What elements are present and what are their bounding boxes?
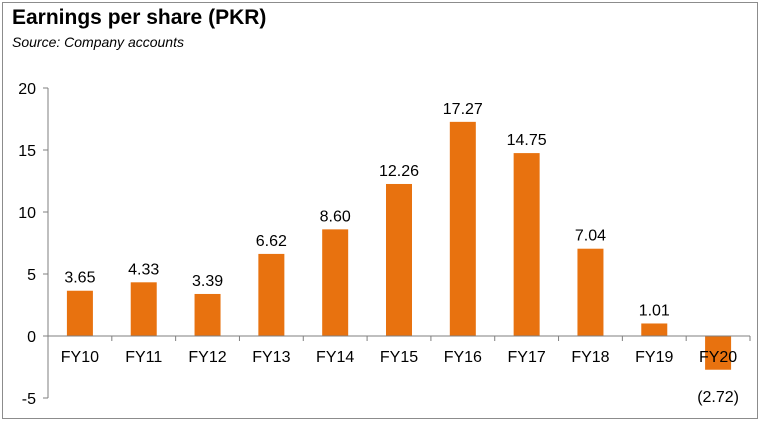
chart-title: Earnings per share (PKR) bbox=[12, 6, 267, 29]
bar-fy20 bbox=[705, 336, 732, 370]
bar-fy16 bbox=[449, 121, 476, 337]
x-tick-label: FY16 bbox=[444, 349, 482, 366]
data-label: 3.65 bbox=[64, 270, 95, 287]
y-tick-label: 0 bbox=[27, 329, 36, 346]
data-labels-group: 3.65 4.33 3.39 6.62 8.60 12.26 17.27 14.75 7.04 1… bbox=[64, 101, 739, 406]
data-label: (2.72) bbox=[697, 389, 739, 406]
y-tick-label: 10 bbox=[18, 205, 36, 222]
data-label: 1.01 bbox=[639, 302, 670, 319]
bar-fy10 bbox=[66, 290, 93, 336]
data-label: 14.75 bbox=[507, 132, 547, 149]
x-axis: FY10 FY11 FY12 FY13 FY14 FY15 FY16 FY17 FY18 FY19… bbox=[61, 349, 738, 366]
data-label: 8.60 bbox=[320, 208, 351, 225]
bar-fy15 bbox=[386, 183, 412, 336]
bar-fy12 bbox=[194, 293, 221, 336]
chart-frame bbox=[2, 2, 758, 419]
x-tick-label: FY20 bbox=[699, 349, 737, 366]
y-tick-label: 20 bbox=[18, 81, 36, 98]
data-label: 7.04 bbox=[575, 228, 606, 245]
y-tick-label: 15 bbox=[18, 143, 36, 160]
data-label: 12.26 bbox=[379, 163, 419, 180]
x-tick-label: FY11 bbox=[125, 349, 162, 366]
data-label: 3.39 bbox=[192, 273, 223, 290]
y-tick-label: -5 bbox=[22, 391, 36, 408]
x-tick-label: FY19 bbox=[635, 349, 673, 366]
x-tick-label: FY13 bbox=[252, 349, 290, 366]
x-tick-label: FY10 bbox=[61, 349, 99, 366]
x-tick-label: FY17 bbox=[508, 349, 546, 366]
bar-fy19 bbox=[641, 323, 668, 336]
bar-fy11 bbox=[130, 282, 157, 336]
axes-group bbox=[47, 88, 751, 398]
y-axis: 20 15 10 5 0 -5 bbox=[18, 81, 48, 408]
bar-fy18 bbox=[577, 248, 604, 336]
chart-subtitle: Source: Company accounts bbox=[12, 34, 184, 50]
x-tick-label: FY18 bbox=[571, 349, 609, 366]
x-tick-label: FY15 bbox=[380, 349, 418, 366]
bars-group bbox=[66, 121, 732, 370]
data-label: 6.62 bbox=[256, 233, 287, 250]
x-tick-label: FY12 bbox=[188, 349, 226, 366]
bar-fy17 bbox=[513, 153, 540, 336]
data-label: 4.33 bbox=[128, 261, 159, 278]
bar-fy14 bbox=[322, 229, 349, 336]
y-tick-label: 5 bbox=[27, 267, 36, 284]
bar-fy13 bbox=[258, 253, 285, 336]
x-tick-label: FY14 bbox=[316, 349, 354, 366]
data-label: 17.27 bbox=[443, 101, 483, 118]
